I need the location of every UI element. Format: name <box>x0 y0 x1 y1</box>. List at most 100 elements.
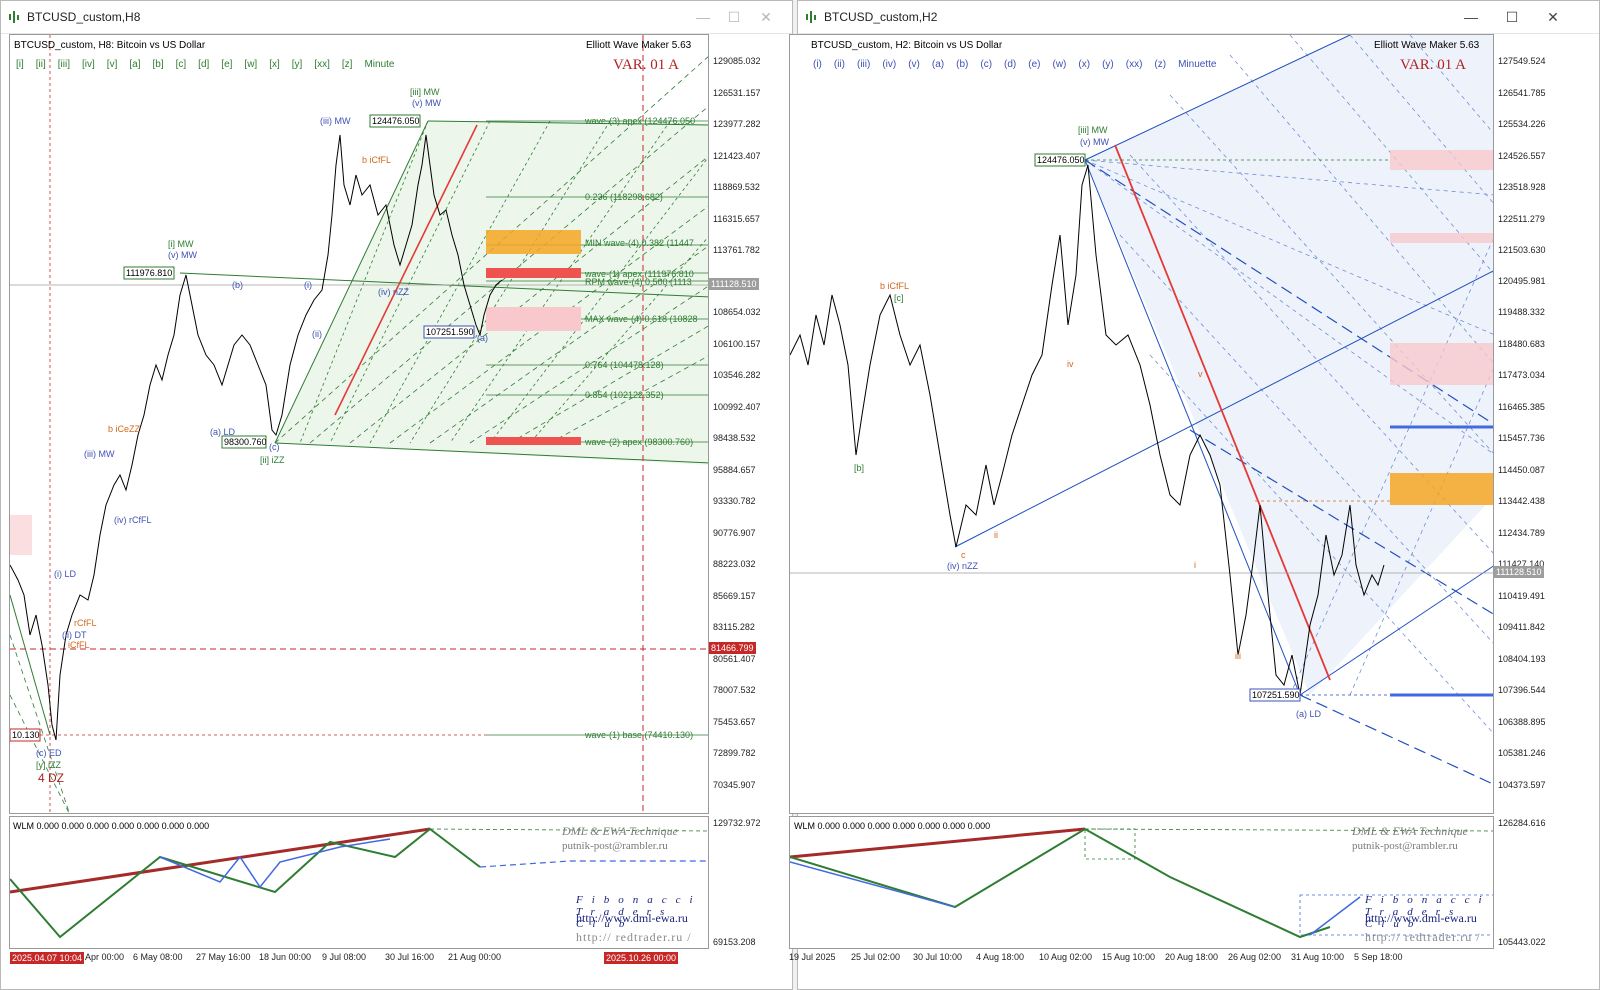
svg-text:107251.590: 107251.590 <box>426 327 474 337</box>
svg-text:b iCeZZ: b iCeZZ <box>108 424 141 434</box>
fib-club-label: Fibonacci Traders Club <box>576 894 702 930</box>
svg-text:(a): (a) <box>477 333 488 343</box>
left-chart-window[interactable]: BTCUSD_custom,H8 — ☐ ✕ <box>0 0 793 990</box>
wave-label: [iii] MW <box>1078 125 1108 135</box>
top-price-box: 124476.050 <box>1037 155 1085 165</box>
svg-text:[c]: [c] <box>894 293 904 303</box>
svg-text:[y] iZZ: [y] iZZ <box>36 760 61 770</box>
svg-text:(c): (c) <box>269 442 280 452</box>
fib-club-label: Fibonacci Traders Club <box>1365 894 1491 930</box>
svg-text:(a) LD: (a) LD <box>1296 709 1322 719</box>
rpm-box <box>486 268 581 278</box>
timeframe-row[interactable]: [i] [ii] [iii] [iv] [v] [a] [b] [c] [d] [e] [w] [x]… <box>16 59 395 70</box>
svg-text:(v) MW: (v) MW <box>1080 137 1109 147</box>
pink-zone <box>1390 150 1493 170</box>
right-time-axis: 19 Jul 2025 25 Jul 02:00 30 Jul 10:00 4 … <box>789 952 1403 962</box>
right-price-chart[interactable]: [iii] MW (v) MW b iCfFL [c] [b] (iv) nZZ… <box>789 34 1494 814</box>
svg-text:(b): (b) <box>232 280 243 290</box>
close-button[interactable]: ✕ <box>760 9 772 25</box>
brand-label: DML & EWA Technique <box>562 824 678 838</box>
svg-text:(i) LD: (i) LD <box>54 569 76 579</box>
svg-text:wave-(1) base (74410.130): wave-(1) base (74410.130) <box>584 730 693 740</box>
fib-zone <box>275 121 708 465</box>
svg-text:wave-(2) apex (98300.760): wave-(2) apex (98300.760) <box>584 437 693 447</box>
wave2-apex-box <box>486 437 581 445</box>
svg-text:b iCfFL: b iCfFL <box>362 155 391 165</box>
svg-text:c: c <box>961 550 966 560</box>
symbol-description: BTCUSD_custom, H8: Bitcoin vs US Dollar <box>14 40 206 51</box>
svg-text:v: v <box>1198 369 1203 379</box>
left-wlm-panel[interactable]: WLM 0.000 0.000 0.000 0.000 0.000 0.000 … <box>9 816 709 949</box>
left-chart-canvas: [iii] MW (v) MW (iii) MW [i] MW (v) MW b… <box>10 35 708 813</box>
svg-text:[i] MW: [i] MW <box>168 239 194 249</box>
svg-text:(c) ED: (c) ED <box>36 748 62 758</box>
right-chart-canvas: [iii] MW (v) MW b iCfFL [c] [b] (iv) nZZ… <box>790 35 1493 785</box>
svg-text:MAX wave-(4) 0.618 (10828: MAX wave-(4) 0.618 (10828 <box>585 314 698 324</box>
current-price-tag: 111128.510 <box>1494 566 1544 578</box>
max-wave4-box <box>486 307 581 331</box>
wlm-canvas <box>10 827 708 939</box>
svg-text:4 DZ: 4 DZ <box>38 771 64 785</box>
svg-text:iv: iv <box>1067 359 1074 369</box>
brand-label: DML & EWA Technique <box>1352 824 1468 838</box>
svg-text:RPM wave-(4) 0.500 (1113: RPM wave-(4) 0.500 (1113 <box>585 277 692 287</box>
svg-text:(a) LD: (a) LD <box>210 427 236 437</box>
red-trend-line <box>334 124 478 416</box>
redtrader-link[interactable]: http:// redtrader.ru / <box>576 930 692 944</box>
left-price-axis: 129085.032 126531.157 123977.282 121423.… <box>713 56 761 790</box>
svg-text:107251.590: 107251.590 <box>1252 690 1300 700</box>
svg-text:i: i <box>1194 560 1196 570</box>
forecast-zone <box>1085 35 1493 695</box>
svg-text:b iCfFL: b iCfFL <box>880 281 909 291</box>
left-time-axis: Apr 00:00 6 May 08:00 27 May 16:00 18 Ju… <box>85 952 502 962</box>
right-titlebar[interactable]: BTCUSD_custom,H2 — ☐ ✕ <box>798 1 1599 34</box>
timeframe-row[interactable]: (i) (ii) (iii) (iv) (v) (a) (b) (c) (d) (e) (w) (x)… <box>813 59 1217 70</box>
top-price-box: 124476.050 <box>372 116 420 126</box>
svg-text:(ii): (ii) <box>312 329 322 339</box>
right-chart-window[interactable]: BTCUSD_custom,H2 — ☐ ✕ <box>789 0 1600 990</box>
fib-label: wave-(3) apex (124476.050 <box>584 116 695 126</box>
dml-link[interactable]: http://www.dml-ewa.ru <box>1365 911 1477 925</box>
left-titlebar[interactable]: BTCUSD_custom,H8 — ☐ ✕ <box>1 1 792 34</box>
email-label: putnik-post@rambler.ru <box>1352 840 1458 852</box>
svg-text:(v) MW: (v) MW <box>168 250 197 260</box>
chart-app-icon <box>9 11 19 23</box>
svg-text:0.236 (118298.682): 0.236 (118298.682) <box>585 192 663 202</box>
left-price-chart[interactable]: [iii] MW (v) MW (iii) MW [i] MW (v) MW b… <box>9 34 709 814</box>
redtrader-link[interactable]: http:// redtrader.ru / <box>1365 930 1481 944</box>
svg-text:wave-(1) apex (111976.810: wave-(1) apex (111976.810 <box>584 269 694 279</box>
variant-label: VAR. 01 A <box>613 57 679 73</box>
dml-link[interactable]: http://www.dml-ewa.ru <box>576 911 688 925</box>
orange-zone <box>1390 473 1493 505</box>
svg-text:(iv) nZZ: (iv) nZZ <box>378 287 409 297</box>
wlm-canvas <box>790 827 1493 939</box>
wlm-readout: WLM 0.000 0.000 0.000 0.000 0.000 0.000 … <box>794 821 991 831</box>
svg-text:iii: iii <box>1235 651 1241 661</box>
svg-text:rCfFL: rCfFL <box>74 618 97 628</box>
right-price-axis: 127549.524 126541.785 125534.226 124526.… <box>1498 56 1546 790</box>
svg-text:98300.760: 98300.760 <box>224 437 267 447</box>
svg-text:0.764 (104478.128): 0.764 (104478.128) <box>585 360 664 370</box>
wave-label: [iii] MW <box>410 87 440 97</box>
tool-label: Elliott Wave Maker 5.63 <box>1374 40 1480 51</box>
minimize-button[interactable]: — <box>696 9 710 25</box>
svg-text:MIN wave-(4) 0.382 (11447: MIN wave-(4) 0.382 (11447 <box>585 238 694 248</box>
svg-text:(iv) nZZ: (iv) nZZ <box>947 561 978 571</box>
chart-app-icon <box>806 11 816 23</box>
maximize-button[interactable]: ☐ <box>1505 9 1519 25</box>
svg-text:iCfFL: iCfFL <box>68 640 90 650</box>
start-date-tag: 2025.04.07 10:04 <box>10 952 85 964</box>
svg-text:[ii] iZZ: [ii] iZZ <box>260 455 285 465</box>
red-price-tag: 81466.799 <box>709 642 756 654</box>
svg-text:(iv) rCfFL: (iv) rCfFL <box>114 515 152 525</box>
svg-text:0.854 (102122.352): 0.854 (102122.352) <box>585 390 664 400</box>
minimize-button[interactable]: — <box>1464 9 1478 25</box>
current-price-tag: 111128.510 <box>709 278 759 290</box>
right-wlm-panel[interactable]: WLM 0.000 0.000 0.000 0.000 0.000 0.000 … <box>789 816 1494 949</box>
close-button[interactable]: ✕ <box>1547 9 1559 25</box>
end-date-tag: 2025.10.26 00:00 <box>604 952 679 964</box>
svg-text:(ii) DT: (ii) DT <box>62 630 87 640</box>
symbol-description: BTCUSD_custom, H2: Bitcoin vs US Dollar <box>811 40 1003 51</box>
maximize-button[interactable]: ☐ <box>727 9 741 25</box>
svg-text:(iii) MW: (iii) MW <box>320 116 351 126</box>
